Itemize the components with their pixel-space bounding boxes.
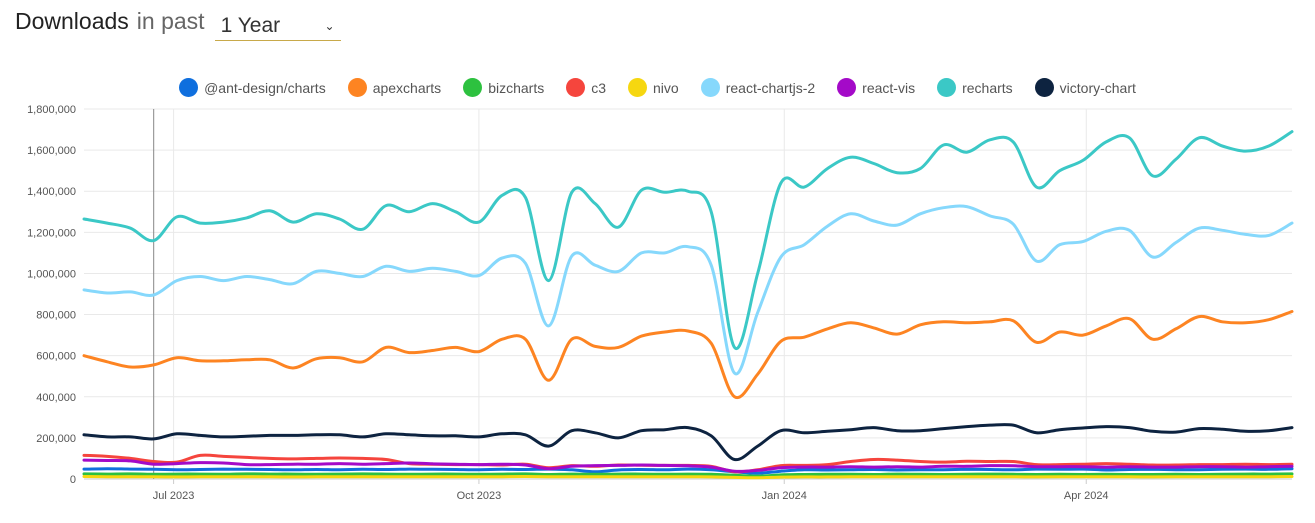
legend-item-c3[interactable]: c3	[566, 78, 606, 97]
series-line-ant-design-charts	[82, 467, 1294, 475]
series-line-victory-chart	[82, 423, 1294, 462]
legend-swatch	[1034, 78, 1054, 97]
page-subtitle: in past	[136, 8, 205, 34]
y-tick-label: 1,800,000	[27, 104, 76, 116]
legend-swatch	[566, 78, 586, 97]
series-line-apexcharts	[82, 310, 1294, 400]
period-select-value: 1 Year	[220, 14, 281, 37]
x-tick-label: Apr 2024	[1064, 490, 1109, 502]
header: Downloads in past 1 Year ⌄	[15, 8, 341, 42]
legend-swatch	[937, 78, 957, 97]
y-tick-label: 400,000	[36, 392, 76, 404]
legend-label: @ant-design/charts	[204, 79, 326, 96]
y-tick-label: 600,000	[36, 351, 76, 363]
legend-item-react-chartjs-2[interactable]: react-chartjs-2	[700, 78, 816, 97]
series-line-react-chartjs-2	[82, 204, 1294, 376]
y-tick-label: 1,600,000	[27, 145, 76, 157]
legend-swatch	[700, 78, 720, 97]
series-line-react-vis	[82, 458, 1294, 473]
x-tick-label: Jan 2024	[762, 490, 807, 502]
legend-label: apexcharts	[372, 79, 442, 96]
legend-item-nivo[interactable]: nivo	[628, 78, 679, 97]
y-tick-label: 1,000,000	[27, 268, 76, 280]
series-line-nivo	[82, 475, 1294, 480]
legend-swatch	[179, 78, 199, 97]
chart-legend: @ant-design/charts apexcharts bizcharts c3 n…	[0, 78, 1315, 97]
series-line-recharts	[82, 130, 1294, 351]
legend-label: react-vis	[862, 79, 916, 96]
x-tick-label: Jul 2023	[153, 490, 195, 502]
y-tick-label: 800,000	[36, 310, 76, 322]
legend-item-bizcharts[interactable]: bizcharts	[463, 78, 544, 97]
y-tick-label: 1,200,000	[27, 227, 76, 239]
series-line-bizcharts	[82, 472, 1294, 478]
legend-label: victory-chart	[1059, 79, 1136, 96]
y-tick-label: 200,000	[36, 433, 76, 445]
legend-item-ant-design-charts[interactable]: @ant-design/charts	[179, 78, 326, 97]
page-title: Downloads	[15, 8, 129, 34]
legend-label: nivo	[653, 79, 679, 96]
chevron-down-icon: ⌄	[324, 19, 335, 33]
y-tick-label: 1,400,000	[27, 186, 76, 198]
x-tick-label: Oct 2023	[457, 490, 502, 502]
legend-item-react-vis[interactable]: react-vis	[837, 78, 915, 97]
period-select[interactable]: 1 Year ⌄	[214, 13, 341, 41]
legend-item-recharts[interactable]: recharts	[937, 78, 1013, 97]
legend-item-victory-chart[interactable]: victory-chart	[1034, 78, 1136, 97]
legend-label: recharts	[962, 79, 1013, 96]
legend-swatch	[347, 78, 367, 97]
legend-label: bizcharts	[488, 79, 545, 96]
legend-swatch	[837, 78, 857, 97]
y-tick-label: 0	[70, 474, 76, 486]
legend-item-apexcharts[interactable]: apexcharts	[347, 78, 442, 97]
legend-swatch	[463, 78, 483, 97]
legend-swatch	[628, 78, 648, 97]
legend-label: c3	[591, 79, 607, 96]
legend-label: react-chartjs-2	[725, 79, 816, 96]
